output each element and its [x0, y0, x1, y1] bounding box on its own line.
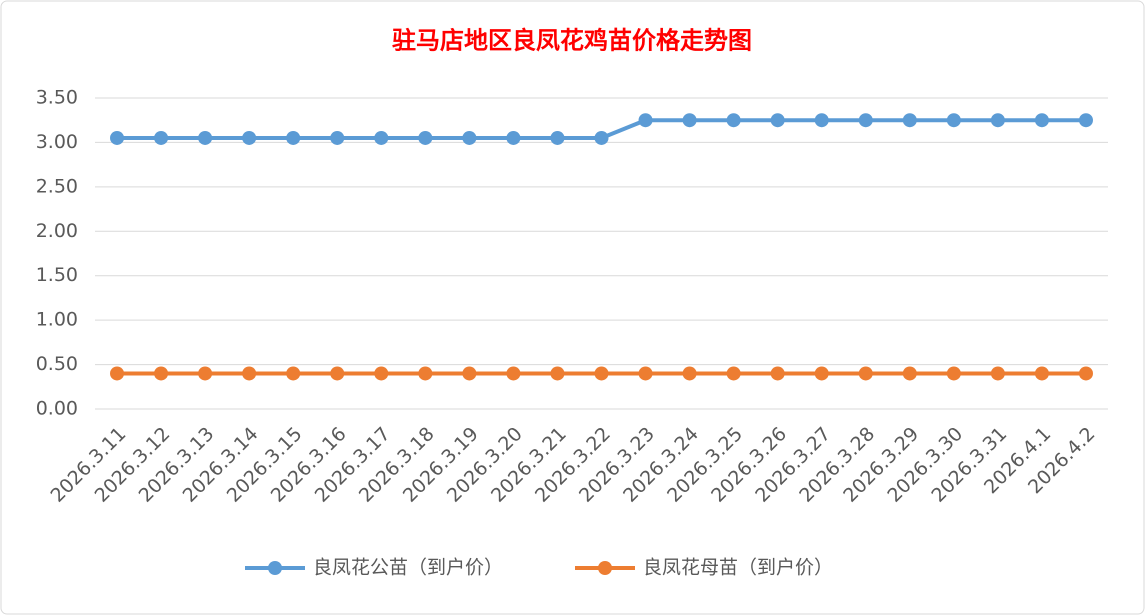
point [726, 366, 741, 381]
point [902, 366, 917, 381]
y-tick-label: 1.00 [36, 309, 78, 331]
point [1034, 366, 1049, 381]
point [1034, 113, 1049, 128]
point [990, 366, 1005, 381]
point [814, 366, 829, 381]
legend-label: 良凤花母苗（到户价） [643, 557, 833, 579]
point [374, 130, 389, 145]
point [418, 130, 433, 145]
point [506, 366, 521, 381]
point [550, 130, 565, 145]
point [374, 366, 389, 381]
point [638, 366, 653, 381]
point [726, 113, 741, 128]
point [594, 130, 609, 145]
point [682, 366, 697, 381]
point [330, 366, 345, 381]
point [902, 113, 917, 128]
legend-marker [598, 561, 612, 575]
point [242, 366, 257, 381]
point [110, 130, 125, 145]
point [154, 130, 169, 145]
y-tick-label: 3.00 [36, 131, 78, 153]
point [462, 130, 477, 145]
point [858, 113, 873, 128]
y-tick-label: 1.50 [36, 264, 78, 286]
point [286, 366, 301, 381]
point [418, 366, 433, 381]
point [858, 366, 873, 381]
point [770, 366, 785, 381]
point [198, 130, 213, 145]
y-tick-label: 2.00 [36, 220, 78, 242]
point [1078, 113, 1093, 128]
point [286, 130, 301, 145]
point [770, 113, 785, 128]
point [550, 366, 565, 381]
y-tick-label: 2.50 [36, 175, 78, 197]
point [946, 366, 961, 381]
chart-title: 驻马店地区良凤花鸡苗价格走势图 [392, 26, 752, 55]
point [462, 366, 477, 381]
point [1078, 366, 1093, 381]
point [110, 366, 125, 381]
point [814, 113, 829, 128]
point [330, 130, 345, 145]
point [682, 113, 697, 128]
point [154, 366, 169, 381]
point [506, 130, 521, 145]
point [946, 113, 961, 128]
point [198, 366, 213, 381]
legend-label: 良凤花公苗（到户价） [313, 557, 503, 579]
legend-marker [268, 561, 282, 575]
point [594, 366, 609, 381]
y-tick-label: 0.50 [36, 353, 78, 375]
point [638, 113, 653, 128]
point [242, 130, 257, 145]
y-tick-label: 0.00 [36, 398, 78, 420]
point [990, 113, 1005, 128]
y-tick-label: 3.50 [36, 87, 78, 109]
